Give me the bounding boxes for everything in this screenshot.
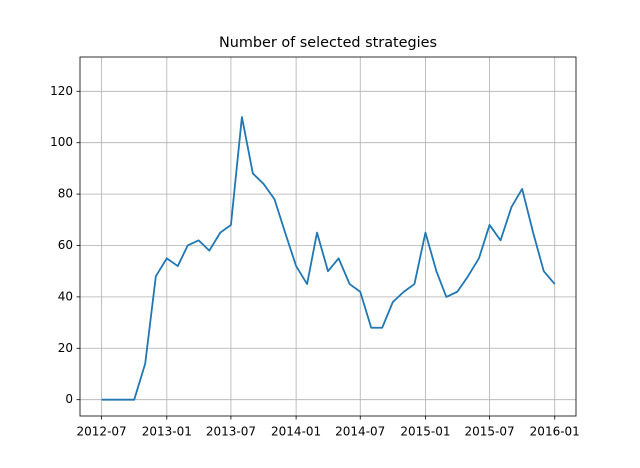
y-tick-label: 60 [58, 238, 73, 252]
chart-title: Number of selected strategies [219, 35, 437, 51]
y-tick-label: 100 [50, 135, 73, 149]
x-tick-label: 2013-01 [142, 425, 192, 439]
y-tick-label: 120 [50, 84, 73, 98]
x-tick-label: 2014-07 [335, 425, 385, 439]
x-tick-label: 2015-07 [464, 425, 514, 439]
x-tick-label: 2012-07 [77, 425, 127, 439]
y-tick-label: 0 [65, 392, 73, 406]
y-tick-label: 40 [58, 289, 73, 303]
x-tick-label: 2016-01 [530, 425, 580, 439]
x-tick-label: 2014-01 [271, 425, 321, 439]
data-line [101, 116, 556, 401]
axes-frame [79, 56, 577, 417]
y-tick-label: 20 [58, 341, 73, 355]
x-tick-label: 2013-07 [206, 425, 256, 439]
x-tick-label: 2015-01 [400, 425, 450, 439]
y-tick-label: 80 [58, 187, 73, 201]
